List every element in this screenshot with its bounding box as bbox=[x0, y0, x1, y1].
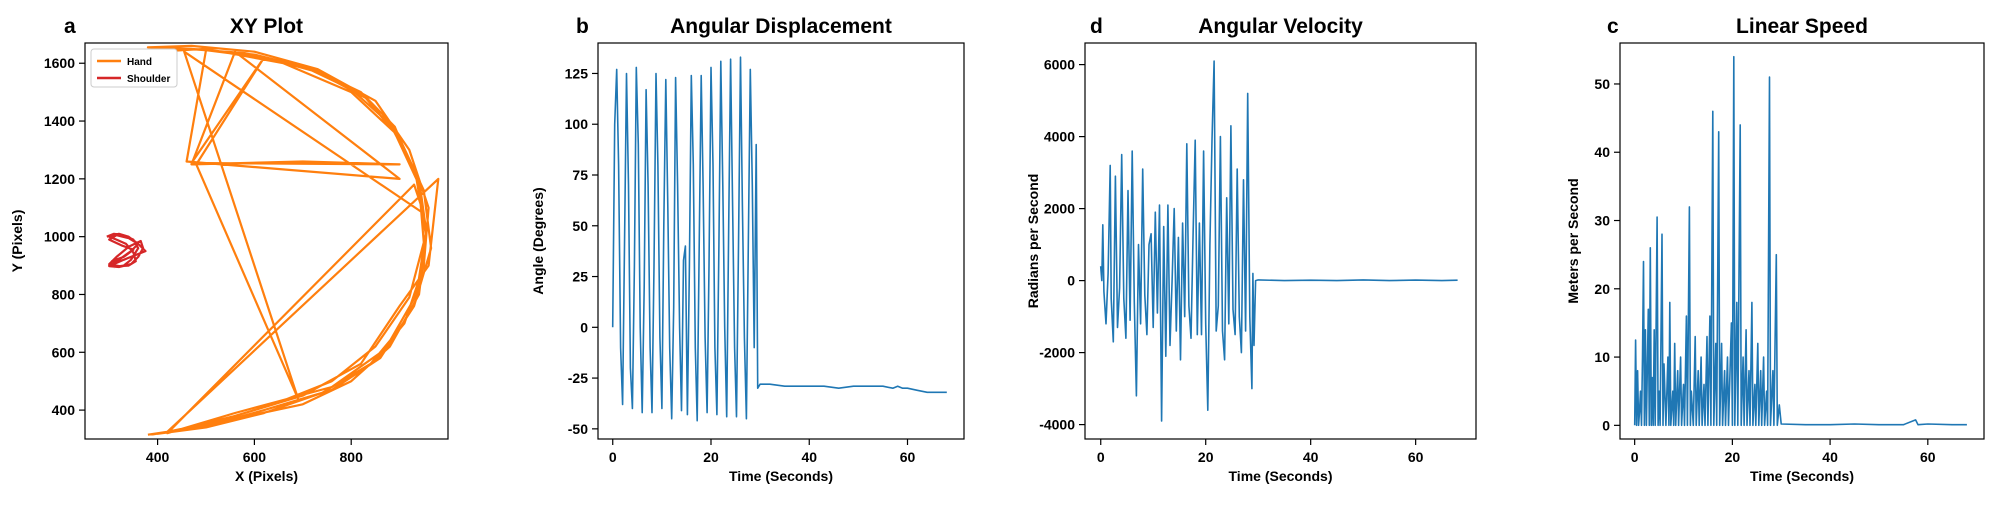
panel-d: 0 20 40 60 -4000 -2000 0 2000 4000 6000 Angular Ve… bbox=[1025, 15, 1477, 484]
y-tick-label: 2000 bbox=[1044, 201, 1075, 217]
x-tick-label: 40 bbox=[1822, 449, 1838, 465]
y-tick-label: 1400 bbox=[44, 113, 75, 129]
y-tick-label: 10 bbox=[1594, 349, 1610, 365]
y-tick-label: 50 bbox=[1594, 76, 1610, 92]
y-tick-label: 30 bbox=[1594, 213, 1610, 229]
x-tick-label: 0 bbox=[609, 449, 617, 465]
y-tick-label: -4000 bbox=[1039, 417, 1075, 433]
y-tick-label: 600 bbox=[52, 344, 76, 360]
y-tick-label: -25 bbox=[568, 370, 588, 386]
x-axis-label: Time (Seconds) bbox=[1229, 468, 1333, 484]
series-line-shoulder bbox=[106, 232, 147, 269]
panel-letter: d bbox=[1090, 15, 1103, 38]
y-tick-label: 800 bbox=[52, 286, 76, 302]
y-tick-label: -50 bbox=[568, 421, 588, 437]
panel-letter: b bbox=[576, 15, 589, 38]
panel-a: 400 600 800 400 600 800 1000 1200 1400 1600 XY Plo… bbox=[9, 15, 449, 484]
x-axis-label: X (Pixels) bbox=[235, 468, 298, 484]
panel-title: XY Plot bbox=[230, 15, 303, 38]
y-axis-label: Angle (Degrees) bbox=[530, 187, 546, 294]
y-axis-label: Meters per Second bbox=[1565, 178, 1581, 303]
x-axis-label: Time (Seconds) bbox=[1750, 468, 1854, 484]
y-tick-label: 0 bbox=[1602, 417, 1610, 433]
legend-label-hand: Hand bbox=[127, 57, 152, 68]
axes-frame bbox=[84, 42, 449, 440]
y-axis-label: Radians per Second bbox=[1025, 174, 1041, 309]
x-tick-label: 20 bbox=[1725, 449, 1741, 465]
axes-frame bbox=[597, 42, 965, 440]
panel-c: 0 20 40 60 0 10 20 30 40 50 Linear Speed c Time (Sec… bbox=[1565, 15, 1985, 484]
y-tick-label: 0 bbox=[1067, 273, 1075, 289]
x-tick-label: 600 bbox=[243, 449, 267, 465]
panel-letter: a bbox=[64, 15, 76, 38]
series-line-hand bbox=[146, 44, 440, 436]
y-tick-label: 0 bbox=[580, 319, 588, 335]
y-tick-label: 40 bbox=[1594, 144, 1610, 160]
y-tick-label: 1600 bbox=[44, 55, 75, 71]
y-tick-label: 400 bbox=[52, 402, 76, 418]
x-tick-label: 20 bbox=[1198, 449, 1214, 465]
y-tick-label: 75 bbox=[572, 167, 588, 183]
y-tick-label: 25 bbox=[572, 269, 588, 285]
y-tick-label: -2000 bbox=[1039, 345, 1075, 361]
series-line-signal bbox=[611, 56, 947, 422]
y-tick-label: 125 bbox=[565, 65, 589, 81]
y-tick-label: 100 bbox=[565, 116, 589, 132]
x-tick-label: 60 bbox=[1920, 449, 1936, 465]
panel-b: 0 20 40 60 -50 -25 0 25 50 75 100 125 Angular Displa… bbox=[530, 15, 965, 484]
x-tick-label: 0 bbox=[1097, 449, 1105, 465]
x-tick-label: 40 bbox=[1303, 449, 1319, 465]
x-tick-label: 20 bbox=[703, 449, 719, 465]
x-tick-label: 0 bbox=[1631, 449, 1639, 465]
y-axis-label: Y (Pixels) bbox=[9, 210, 25, 273]
panel-title: Linear Speed bbox=[1736, 15, 1868, 38]
panel-title: Angular Displacement bbox=[670, 15, 892, 38]
y-tick-label: 6000 bbox=[1044, 57, 1075, 73]
axes-frame bbox=[1619, 42, 1985, 440]
legend: Hand Shoulder bbox=[90, 48, 178, 88]
y-tick-label: 1200 bbox=[44, 171, 75, 187]
x-tick-label: 400 bbox=[146, 449, 170, 465]
x-tick-label: 800 bbox=[340, 449, 364, 465]
y-tick-label: 20 bbox=[1594, 281, 1610, 297]
y-tick-label: 1000 bbox=[44, 229, 75, 245]
x-tick-label: 60 bbox=[1408, 449, 1424, 465]
x-axis-label: Time (Seconds) bbox=[729, 468, 833, 484]
series-line-signal bbox=[1099, 60, 1458, 422]
legend-label-shoulder: Shoulder bbox=[127, 74, 170, 85]
x-tick-label: 40 bbox=[801, 449, 817, 465]
axes-frame bbox=[1084, 42, 1477, 440]
y-tick-label: 50 bbox=[572, 218, 588, 234]
y-tick-label: 4000 bbox=[1044, 129, 1075, 145]
x-tick-label: 60 bbox=[900, 449, 916, 465]
series-line-signal bbox=[1633, 55, 1967, 427]
panel-title: Angular Velocity bbox=[1198, 15, 1363, 38]
panel-letter: c bbox=[1607, 15, 1619, 38]
